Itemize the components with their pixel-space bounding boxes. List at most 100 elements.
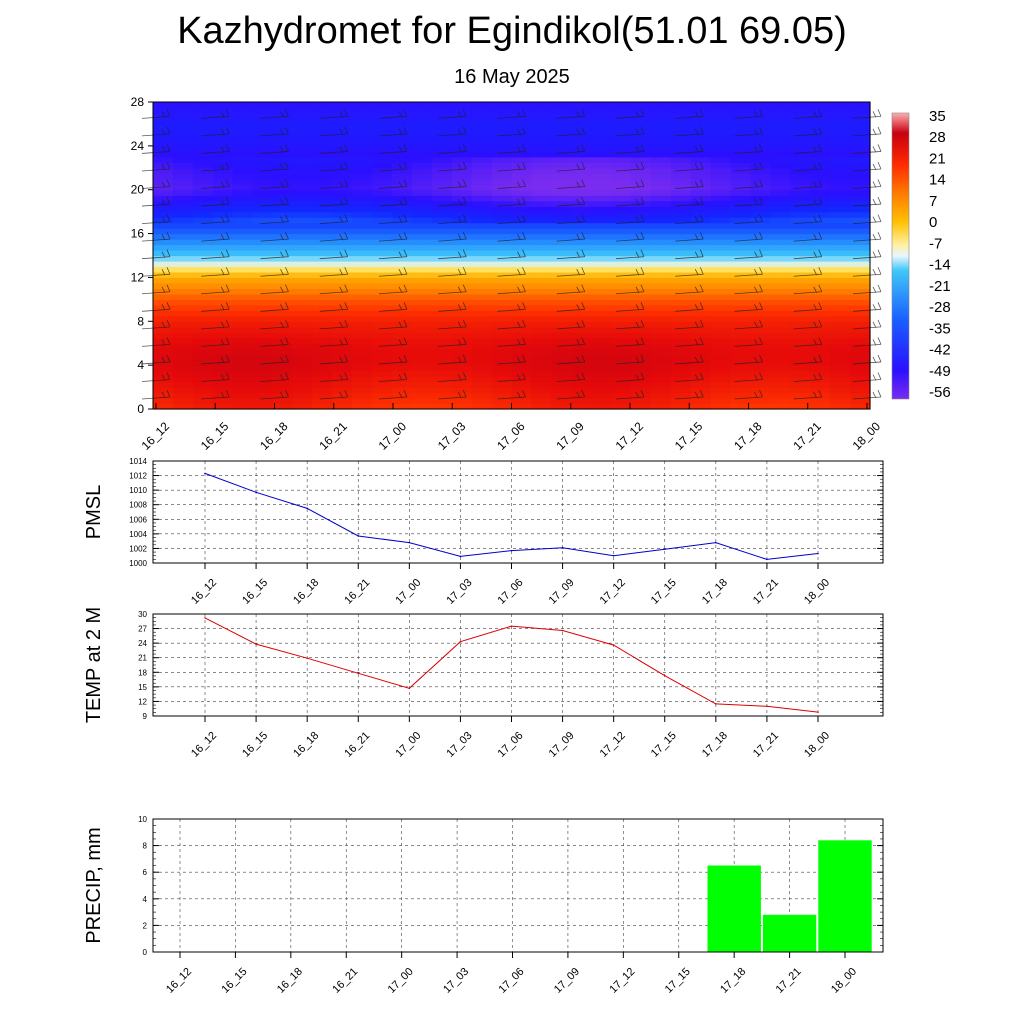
heatmap-cell [272, 123, 294, 131]
heatmap-cell [690, 211, 712, 218]
heatmap-cell [372, 184, 393, 191]
heatmap-cell [212, 102, 234, 109]
heatmap-cell [850, 365, 871, 372]
heatmap-cell [172, 222, 194, 229]
heatmap-cell [511, 239, 533, 246]
heatmap-cell [292, 266, 313, 273]
wind-barb [319, 196, 349, 207]
wind-barb [201, 161, 230, 172]
heatmap-cell [172, 233, 194, 240]
heatmap-cell [431, 211, 453, 218]
heatmap-cell [551, 211, 572, 218]
heatmap-cell [750, 398, 772, 405]
series-point [204, 617, 206, 619]
heatmap-cell [451, 151, 473, 158]
heatmap-cell [830, 299, 851, 306]
heatmap-cell [571, 178, 592, 185]
x-tick-label: 17_09 [547, 730, 577, 760]
heatmap-cell [850, 200, 871, 207]
heatmap-cell [591, 299, 612, 306]
heatmap-cell [790, 107, 811, 114]
heatmap-cell [750, 288, 772, 295]
heatmap-cell [272, 244, 294, 251]
wind-barb [675, 231, 704, 242]
heatmap-cell [790, 140, 811, 147]
heatmap-cell [650, 304, 672, 311]
wind-barb [793, 144, 823, 154]
heatmap-cell [631, 343, 652, 350]
heatmap-cell [650, 145, 672, 152]
heatmap-cell [631, 134, 652, 141]
heatmap-cell [790, 326, 811, 333]
heatmap-cell [770, 145, 791, 152]
heatmap-cell [431, 112, 453, 120]
heatmap-cell [431, 178, 453, 185]
heatmap-cell [232, 398, 254, 405]
heatmap-cell [312, 118, 333, 125]
heatmap-cell [491, 162, 513, 169]
heatmap-cell [690, 392, 712, 399]
series-point [612, 644, 615, 646]
heatmap-cell [850, 162, 871, 169]
heatmap-cell [810, 277, 831, 284]
wind-barb [852, 161, 882, 172]
heatmap-cell [172, 343, 194, 350]
heatmap-cell [491, 299, 513, 306]
heatmap-cell [431, 332, 453, 339]
heatmap-cell [471, 178, 493, 185]
wind-barb [793, 372, 823, 382]
heatmap-cell [750, 228, 772, 235]
wind-barb [497, 372, 526, 382]
heatmap-cell [172, 293, 194, 300]
heatmap-cell [153, 255, 174, 262]
y-tick-label: 1012 [129, 472, 147, 481]
x-tick-label: 17_18 [700, 730, 730, 760]
heatmap-cell [272, 107, 294, 114]
heatmap-cell [710, 310, 732, 317]
heatmap-cell [730, 102, 752, 109]
heatmap-cell [531, 354, 552, 361]
heatmap-cell [172, 123, 194, 131]
wind-barb [615, 319, 645, 330]
heatmap-cell [710, 244, 732, 251]
heatmap-cell [471, 392, 493, 399]
heatmap-cell [232, 162, 254, 169]
heatmap-cell [232, 376, 254, 383]
heatmap-cell [750, 112, 772, 120]
heatmap-cell [551, 326, 572, 333]
heatmap-cell [232, 200, 254, 207]
heatmap-cell [631, 332, 652, 339]
heatmap-cell [272, 403, 294, 410]
x-tick-label: 16_12 [189, 730, 219, 760]
heatmap-cell [830, 255, 851, 262]
heatmap-cell [372, 315, 393, 322]
heatmap-cell [690, 315, 712, 322]
heatmap-cell [392, 315, 413, 322]
series-point [459, 555, 462, 558]
heatmap-cell [531, 315, 552, 322]
heatmap-cell [332, 354, 353, 361]
heatmap-cell [332, 266, 353, 273]
heatmap-cell [830, 293, 851, 300]
y-tick-label: 8 [137, 314, 144, 328]
heatmap-cell [471, 343, 493, 350]
heatmap-cell [332, 337, 353, 344]
heatmap-cell [690, 359, 712, 366]
heatmap-cell [611, 244, 632, 251]
heatmap-cell [471, 348, 493, 355]
heatmap-cell [451, 239, 473, 246]
heatmap-cell [232, 123, 254, 131]
heatmap-cell [471, 310, 493, 317]
heatmap-cell [850, 359, 871, 366]
wind-barb [260, 389, 289, 400]
heatmap-cell [352, 288, 373, 295]
heatmap-cell [352, 343, 373, 350]
heatmap-cell [153, 277, 174, 284]
heatmap-cell [252, 359, 274, 366]
heatmap-cell [670, 293, 692, 300]
heatmap-cell [352, 392, 373, 399]
wind-barb [497, 161, 526, 172]
heatmap-cell [491, 260, 513, 268]
heatmap-cell [830, 211, 851, 218]
heatmap-cell [471, 354, 493, 361]
